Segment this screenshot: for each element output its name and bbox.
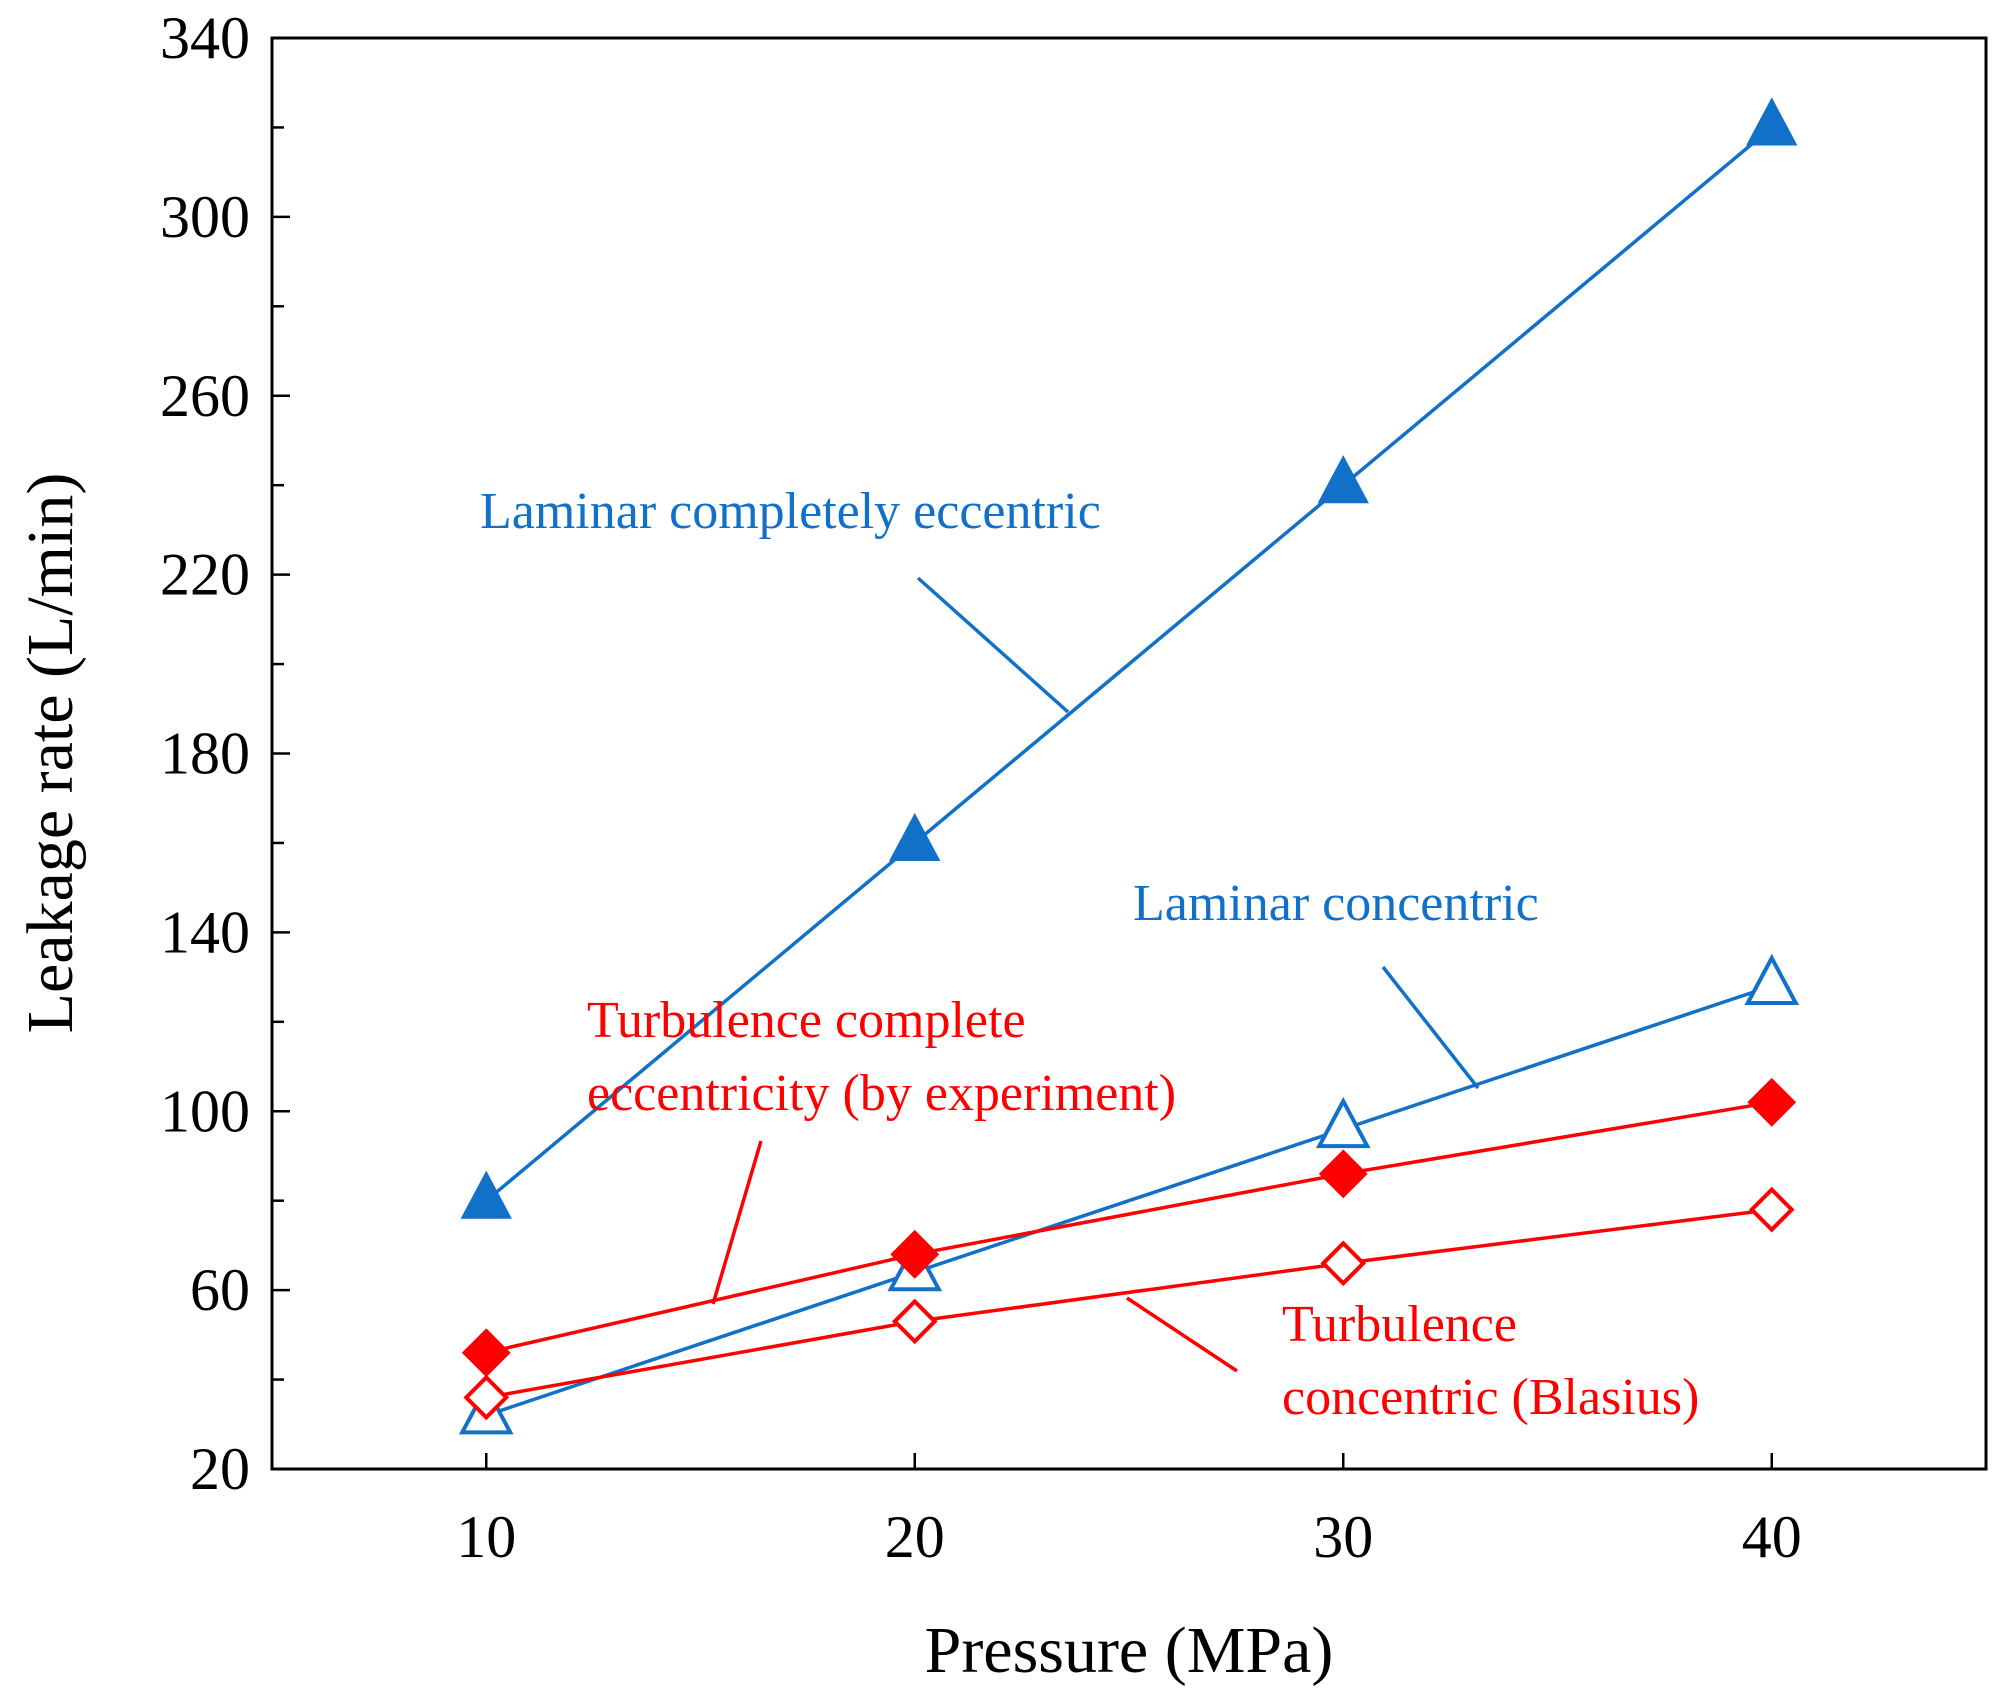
plot-frame bbox=[270, 36, 1988, 1471]
y-tick-label: 20 bbox=[190, 1436, 250, 1502]
data-point bbox=[460, 1170, 512, 1219]
data-point bbox=[461, 1328, 511, 1378]
x-tick-label: 40 bbox=[1742, 1504, 1802, 1570]
y-tick-label: 180 bbox=[160, 721, 250, 787]
series-line-1 bbox=[485, 126, 1773, 1203]
annotation-leader bbox=[711, 1140, 763, 1305]
series-line-2 bbox=[485, 984, 1773, 1417]
annotation-label: eccentricity (by experiment) bbox=[587, 1065, 1176, 1122]
annotation-label: Turbulence bbox=[1282, 1296, 1517, 1353]
y-tick-label: 300 bbox=[160, 184, 250, 250]
y-tick-label: 260 bbox=[160, 363, 250, 429]
annotation-leaders bbox=[711, 576, 1480, 1373]
data-point bbox=[1315, 1096, 1371, 1149]
y-tick-label: 60 bbox=[190, 1257, 250, 1323]
data-point bbox=[889, 812, 941, 861]
y-axis: 20 60 100 140 180 220 260 300 340 bbox=[160, 5, 290, 1502]
y-tick-label: 220 bbox=[160, 542, 250, 608]
x-tick-label: 10 bbox=[456, 1504, 516, 1570]
data-point bbox=[1318, 1149, 1368, 1199]
series-line-3 bbox=[485, 1100, 1773, 1355]
data-point bbox=[1317, 455, 1369, 504]
y-tick-label: 340 bbox=[160, 5, 250, 71]
data-point bbox=[1747, 1077, 1797, 1127]
data-point bbox=[1746, 97, 1798, 146]
series-line-4 bbox=[485, 1207, 1773, 1400]
y-tick-label: 100 bbox=[160, 1078, 250, 1144]
annotation-label: Turbulence complete bbox=[587, 992, 1026, 1049]
series-lines bbox=[485, 126, 1773, 1417]
data-point bbox=[1748, 1186, 1795, 1233]
x-axis: 10 20 30 40 bbox=[456, 1453, 1802, 1570]
y-axis-title: Leakage rate (L/min) bbox=[14, 473, 87, 1034]
annotation-label: Laminar completely eccentric bbox=[480, 483, 1101, 540]
x-tick-label: 20 bbox=[885, 1504, 945, 1570]
x-axis-title: Pressure (MPa) bbox=[925, 1614, 1334, 1687]
annotations: Laminar completely eccentric Laminar conc… bbox=[480, 483, 1699, 1426]
data-point bbox=[1320, 1240, 1367, 1287]
data-point bbox=[890, 1229, 940, 1279]
annotation-leader bbox=[1381, 965, 1480, 1090]
data-point bbox=[891, 1298, 938, 1345]
y-tick-label: 140 bbox=[160, 899, 250, 965]
annotation-leader bbox=[916, 576, 1070, 714]
annotation-leader bbox=[1126, 1296, 1238, 1373]
data-point bbox=[463, 1374, 510, 1421]
series-markers bbox=[458, 97, 1800, 1435]
annotation-label: concentric (Blasius) bbox=[1282, 1369, 1699, 1426]
x-tick-label: 30 bbox=[1313, 1504, 1373, 1570]
data-point bbox=[1744, 953, 1800, 1006]
annotation-label: Laminar concentric bbox=[1133, 875, 1539, 932]
